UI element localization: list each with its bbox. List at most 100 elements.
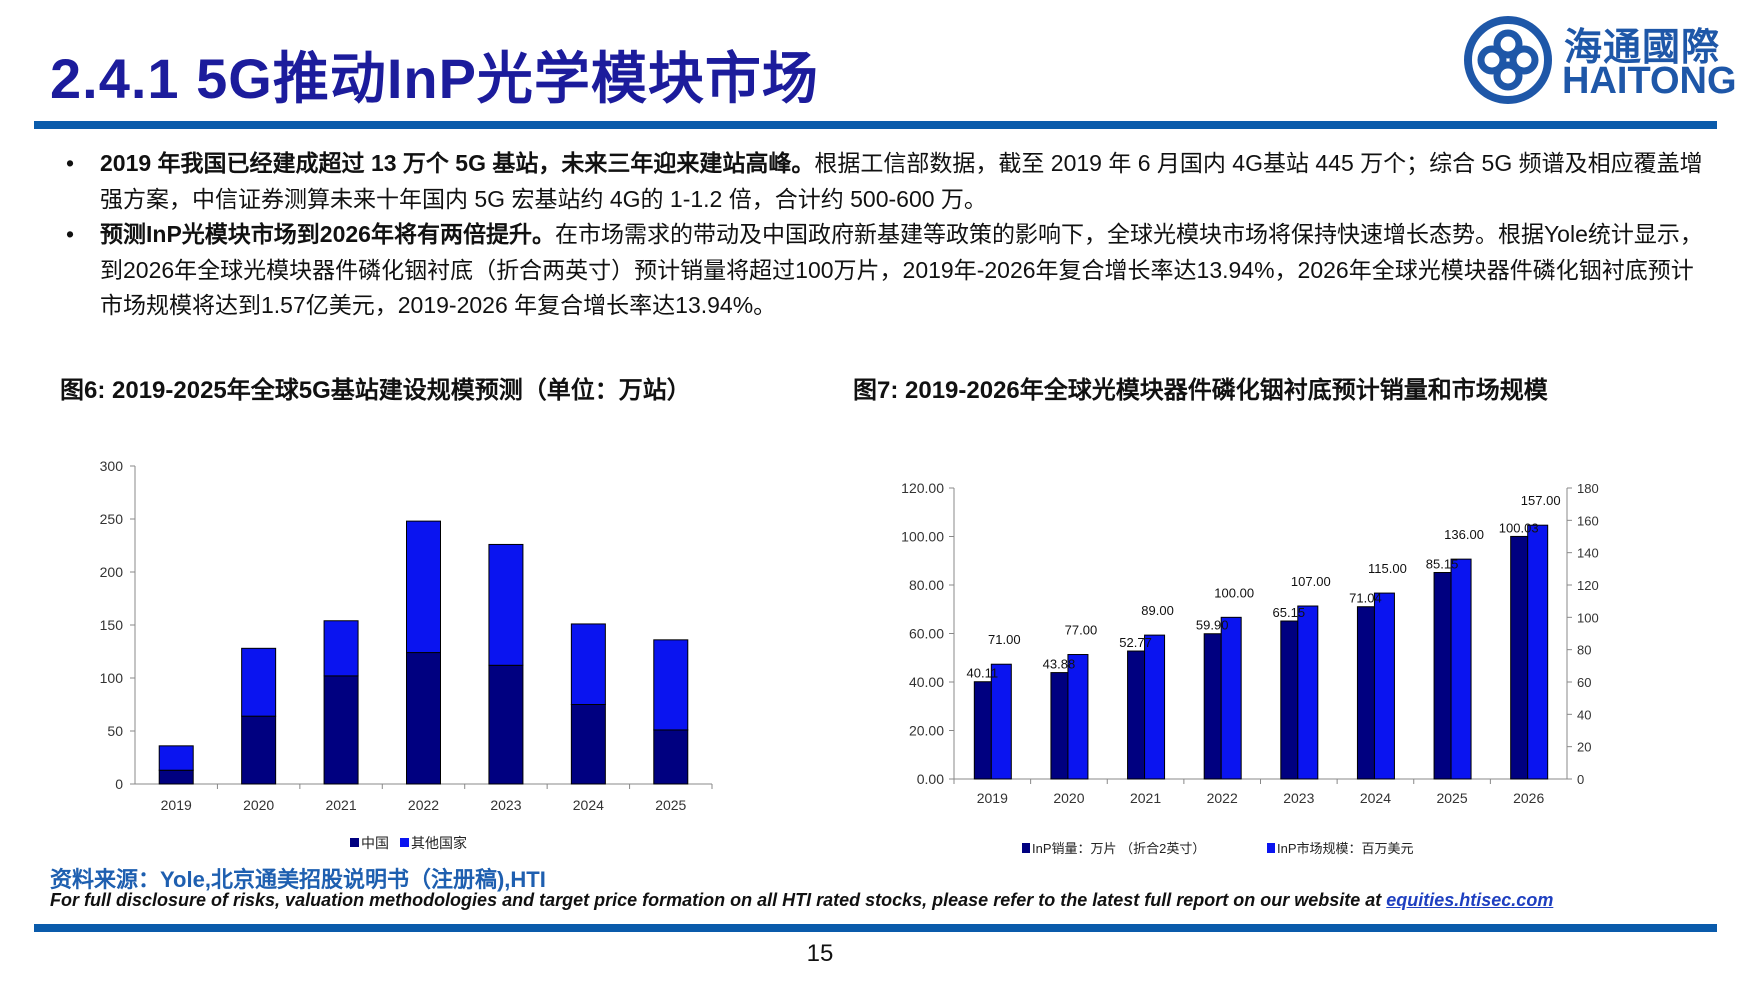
page-title: 2.4.1 5G推动InP光学模块市场 (50, 47, 819, 110)
haitong-logo: 海通國際 HAITONG (1462, 14, 1737, 104)
legend-swatch (1267, 843, 1275, 853)
left-y-tick-label: 40.00 (909, 674, 944, 690)
x-tick-label: 2024 (573, 797, 604, 813)
data-label-sales: 52.77 (1119, 635, 1152, 650)
bar-china (406, 652, 441, 785)
right-y-tick-label: 140 (1577, 546, 1599, 561)
bullet-heading: 2019 年我国已经建成超过 13 万个 5G 基站，未来三年迎来建站高峰。 (100, 150, 815, 176)
left-y-tick-label: 120.00 (901, 480, 944, 496)
bar-china (241, 715, 277, 785)
bullet-icon: • (66, 150, 75, 176)
page-number: 15 (806, 940, 834, 967)
bar-inp-sales (1433, 572, 1452, 780)
y-tick-label: 200 (100, 564, 124, 580)
bar-china (158, 769, 194, 785)
data-label-sales: 71.04 (1349, 591, 1382, 606)
bullet-text: 根据工信部数据，截至 2019 年 6 月国内 4G基站 445 万个；综合 5… (100, 150, 1703, 212)
right-y-tick-label: 60 (1577, 675, 1591, 690)
bar-inp-market (990, 663, 1012, 780)
bar-inp-market (1067, 654, 1089, 780)
bar-other (488, 543, 524, 666)
figure-6-caption: 图6: 2019-2025年全球5G基站建设规模预测（单位：万站） (60, 377, 691, 404)
y-tick-label: 150 (100, 617, 124, 633)
data-label-market: 77.00 (1065, 623, 1098, 638)
bar-inp-sales (1127, 650, 1146, 780)
bullet-heading: 预测InP光模块市场到2026年将有两倍提升。 (100, 221, 555, 247)
data-label-sales: 100.03 (1499, 520, 1539, 535)
data-label-sales: 59.90 (1196, 618, 1229, 633)
data-label-sales: 40.11 (967, 666, 999, 681)
bar-china (488, 664, 524, 785)
legend-label: InP销量：万片 （折合2英寸） (1032, 841, 1205, 856)
logo-text-cn: 海通國際 (1564, 27, 1721, 69)
disclaimer-text: For full disclosure of risks, valuation … (50, 890, 1387, 910)
x-tick-label: 2021 (1130, 790, 1161, 806)
right-y-tick-label: 80 (1577, 643, 1591, 658)
data-label-market: 136.00 (1444, 527, 1484, 542)
source-note: 资料来源：Yole,北京通美招股说明书（注册稿),HTI (50, 867, 546, 892)
bar-inp-sales (1280, 620, 1299, 780)
bar-inp-sales (1510, 535, 1529, 780)
right-y-tick-label: 40 (1577, 707, 1591, 722)
legend-swatch (350, 838, 359, 847)
bar-other (158, 745, 194, 771)
x-tick-label: 2020 (1053, 790, 1084, 806)
left-y-tick-label: 20.00 (909, 723, 944, 739)
left-y-tick-label: 0.00 (917, 771, 944, 787)
left-y-tick-label: 60.00 (909, 626, 944, 642)
y-tick-label: 250 (100, 511, 124, 527)
data-label-market: 115.00 (1368, 561, 1407, 576)
website-link[interactable]: equities.htisec.com (1386, 890, 1554, 910)
bar-inp-sales (1050, 672, 1069, 780)
legend-swatch (400, 838, 409, 847)
chart-5g-base-stations: 0 50 100 150 200 250 300 2019 2020 2021 2022 2023 20… (100, 458, 713, 851)
x-tick-label: 2026 (1513, 790, 1544, 806)
bullet-list: • 2019 年我国已经建成超过 13 万个 5G 基站，未来三年迎来建站高峰。根… (66, 146, 1706, 324)
bar-other (570, 623, 606, 705)
bar-inp-market (1220, 616, 1242, 780)
x-tick-label: 2025 (655, 797, 686, 813)
bar-inp-market (1297, 605, 1319, 780)
x-tick-label: 2019 (161, 797, 192, 813)
y-tick-label: 300 (100, 458, 124, 474)
bar-other (241, 647, 277, 717)
right-y-tick-label: 180 (1577, 481, 1599, 496)
bullet-item: • 预测InP光模块市场到2026年将有两倍提升。在市场需求的带动及中国政府新基建… (66, 217, 1706, 324)
right-y-tick-label: 0 (1577, 772, 1584, 787)
x-tick-label: 2020 (243, 797, 274, 813)
bullet-text: 在市场需求的带动及中国政府新基建等政策的影响下，全球光模块市场将保持快速增长态势… (100, 221, 1703, 318)
bar-china (570, 704, 606, 785)
legend-swatch (1022, 843, 1030, 853)
haitong-emblem-icon (1464, 16, 1552, 104)
data-label-market: 107.00 (1291, 574, 1331, 589)
x-tick-label: 2025 (1436, 790, 1467, 806)
x-tick-label: 2024 (1360, 790, 1391, 806)
bar-inp-sales (973, 681, 992, 780)
right-y-tick-label: 120 (1577, 578, 1599, 593)
bar-inp-market (1144, 634, 1166, 780)
data-label-market: 89.00 (1141, 603, 1174, 618)
disclaimer: For full disclosure of risks, valuation … (50, 890, 1553, 911)
bar-other (406, 520, 441, 654)
x-tick-label: 2021 (325, 797, 356, 813)
bullet-icon: • (66, 221, 75, 247)
figure-7-caption: 图7: 2019-2026年全球光模块器件磷化铟衬底预计销量和市场规模 (853, 377, 1548, 404)
bar-other (323, 620, 359, 677)
footer-divider (34, 924, 1717, 932)
x-tick-label: 2023 (1283, 790, 1314, 806)
data-label-sales: 43.88 (1043, 657, 1076, 672)
data-label-sales: 65.15 (1273, 605, 1306, 620)
bar-inp-market (1373, 592, 1395, 780)
data-label-market: 100.00 (1214, 585, 1254, 600)
legend-label: InP市场规模：百万美元 (1277, 841, 1414, 856)
data-label-market: 71.00 (988, 632, 1021, 647)
bar-inp-sales (1356, 606, 1375, 780)
x-tick-label: 2022 (408, 797, 439, 813)
chart-inp-sales-market: 0.00 20.00 40.00 60.00 80.00 100.00 120.00 0 20 4… (901, 480, 1599, 856)
bar-china (653, 729, 689, 785)
bullet-item: • 2019 年我国已经建成超过 13 万个 5G 基站，未来三年迎来建站高峰。根… (66, 146, 1706, 217)
x-tick-label: 2022 (1207, 790, 1238, 806)
right-y-tick-label: 100 (1577, 610, 1599, 625)
x-tick-label: 2019 (977, 790, 1008, 806)
bar-other (653, 639, 689, 731)
